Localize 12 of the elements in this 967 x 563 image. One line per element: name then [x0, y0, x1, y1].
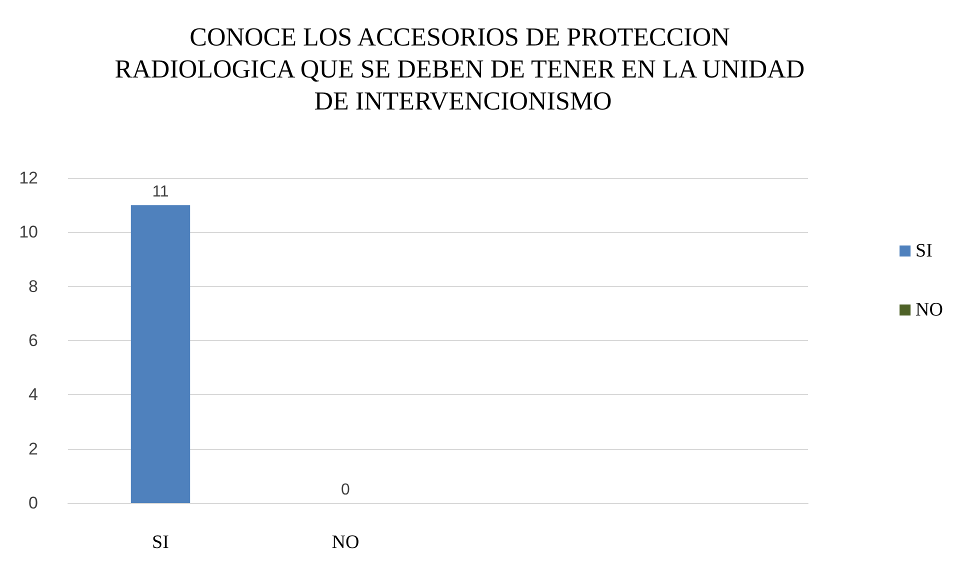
y-tick-label: 4	[28, 385, 38, 404]
data-label: 11	[152, 184, 169, 201]
legend-label: NO	[916, 300, 944, 320]
chart-title: CONOCE LOS ACCESORIOS DE PROTECCION RADIOLOGICA QUE SE DEBEN DE TENER EN LA UNIDAD DE INTERVENCIONISMO	[114, 22, 812, 116]
legend-label: SI	[916, 240, 932, 262]
y-tick-label: 8	[28, 276, 38, 296]
y-tick-label: 0	[28, 494, 38, 512]
y-tick-label: 12	[19, 168, 38, 188]
data-label: 0	[341, 482, 350, 498]
y-tick-label: 2	[28, 439, 38, 458]
y-tick-label: 6	[28, 331, 38, 350]
y-tick-label: 10	[19, 222, 38, 242]
